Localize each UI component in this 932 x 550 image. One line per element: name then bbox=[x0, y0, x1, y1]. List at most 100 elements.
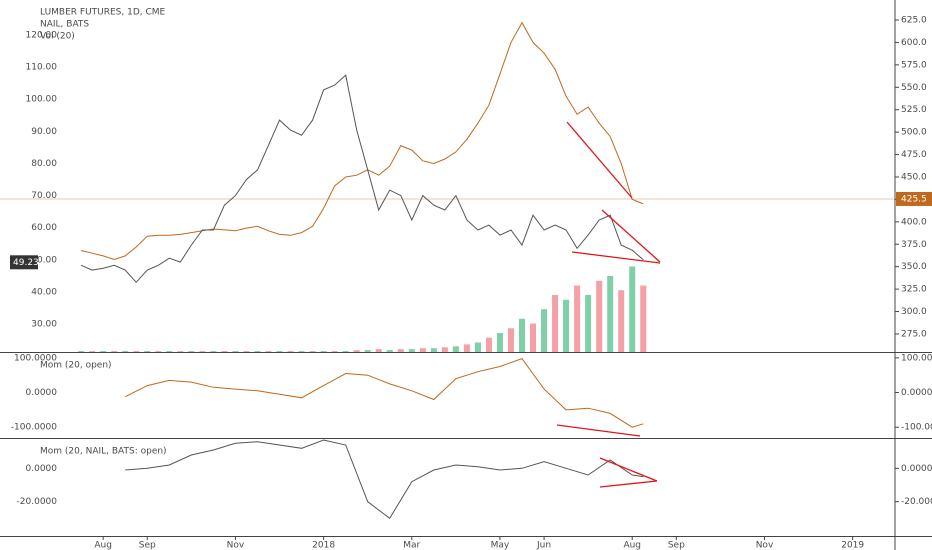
volume-bar bbox=[452, 346, 459, 352]
y-tick-label: 120.00 bbox=[26, 31, 58, 41]
y2-tick-label: 525.0 bbox=[901, 105, 927, 115]
legend-label: Mom (20, open) bbox=[40, 361, 112, 371]
volume-bar bbox=[530, 323, 537, 352]
volume-bar bbox=[155, 351, 162, 352]
volume-bar bbox=[485, 337, 492, 352]
y-tick-label: 60.00 bbox=[31, 223, 57, 233]
y2-tick-label: 475.0 bbox=[901, 150, 927, 160]
volume-bar bbox=[221, 351, 228, 352]
volume-bar bbox=[463, 344, 470, 352]
volume-bar bbox=[254, 351, 261, 352]
y2-tick-label: 275.0 bbox=[901, 329, 927, 339]
y-tick-label: 50.00 bbox=[31, 255, 57, 265]
chart-title: LUMBER FUTURES, 1D, CME bbox=[40, 8, 166, 18]
volume-bar bbox=[111, 351, 118, 352]
x-tick-label: May bbox=[491, 541, 510, 550]
y-tick-label: 40.00 bbox=[31, 287, 57, 297]
volume-bar bbox=[574, 285, 581, 352]
volume-bar bbox=[177, 351, 184, 352]
volume-bar bbox=[618, 290, 625, 352]
series-line bbox=[124, 358, 644, 428]
y-tick-label: 30.00 bbox=[31, 320, 57, 330]
y2-tick-label: 300.0 bbox=[901, 307, 927, 317]
volume-bar bbox=[166, 351, 173, 352]
x-tick-label: 2018 bbox=[312, 541, 335, 550]
volume-bar bbox=[640, 285, 647, 352]
volume-bar bbox=[144, 351, 151, 352]
pane bbox=[0, 21, 895, 352]
y2-tick-label: 600.0 bbox=[901, 38, 927, 48]
x-tick-label: Sep bbox=[668, 541, 685, 550]
volume-bar bbox=[629, 266, 636, 352]
volume-bar bbox=[100, 351, 107, 352]
volume-bar bbox=[419, 348, 426, 352]
volume-bar bbox=[298, 351, 305, 352]
legend-label: Mom (20, NAIL, BATS: open) bbox=[40, 447, 167, 457]
y-tick-label: -20.0000 bbox=[17, 497, 58, 507]
series-line bbox=[80, 21, 644, 261]
volume-bar bbox=[596, 280, 603, 352]
y2-tick-label: 550.0 bbox=[901, 83, 927, 93]
volume-bar bbox=[287, 351, 294, 352]
volume-bar bbox=[188, 351, 195, 352]
last-value-badge bbox=[896, 191, 932, 206]
trendline bbox=[566, 121, 633, 199]
y-tick-label: 110.00 bbox=[26, 63, 58, 73]
volume-bar bbox=[331, 351, 338, 352]
x-tick-label: Nov bbox=[227, 541, 245, 550]
legend-label: Vol (20) bbox=[40, 32, 75, 42]
volume-bar bbox=[265, 351, 272, 352]
y2-tick-label: 400.0 bbox=[901, 217, 927, 227]
x-tick-label: Jun bbox=[536, 541, 551, 550]
series-line bbox=[80, 74, 644, 284]
y-tick-label: 100.00 bbox=[26, 95, 58, 105]
volume-bar bbox=[320, 351, 327, 352]
y-tick-label: 0.0000 bbox=[26, 388, 58, 398]
y-tick-label: 70.00 bbox=[31, 191, 57, 201]
volume-bar bbox=[441, 347, 448, 352]
y2-tick-label: 450.0 bbox=[901, 172, 927, 182]
volume-bar bbox=[386, 350, 393, 352]
trendline bbox=[599, 480, 658, 488]
last-value-label: 49.23 bbox=[13, 258, 39, 268]
last-value-badge bbox=[10, 255, 38, 270]
y-tick-label: 0.0000 bbox=[26, 464, 58, 474]
legend-label: NAIL, BATS bbox=[40, 20, 89, 30]
volume-bar bbox=[585, 295, 592, 352]
y2-tick-label: 500.0 bbox=[901, 128, 927, 138]
y-tick-label: 0.0000 bbox=[901, 388, 932, 398]
y2-tick-label: 325.0 bbox=[901, 285, 927, 295]
volume-bar bbox=[122, 351, 129, 352]
volume-bar bbox=[78, 351, 85, 352]
y-tick-label: -100.0000 bbox=[901, 423, 932, 433]
x-tick-label: Aug bbox=[623, 541, 641, 550]
volume-bar bbox=[496, 333, 503, 352]
y-tick-label: 0.0000 bbox=[901, 464, 932, 474]
volume-bar bbox=[199, 351, 206, 352]
y2-tick-label: 575.0 bbox=[901, 60, 927, 70]
pane bbox=[124, 358, 644, 428]
x-tick-label: Nov bbox=[756, 541, 774, 550]
volume-bar bbox=[243, 351, 250, 352]
y-tick-label: 100.0000 bbox=[901, 353, 932, 363]
volume-bar bbox=[309, 351, 316, 352]
volume-bar bbox=[375, 349, 382, 352]
volume-bar bbox=[552, 295, 559, 352]
volume-bar bbox=[607, 276, 614, 352]
volume-bar bbox=[397, 349, 404, 352]
volume-bar bbox=[133, 351, 140, 352]
y2-tick-label: 350.0 bbox=[901, 262, 927, 272]
series-line bbox=[125, 439, 644, 520]
y2-tick-label: 375.0 bbox=[901, 240, 927, 250]
volume-bar bbox=[430, 348, 437, 352]
y2-tick-label: 625.0 bbox=[901, 16, 927, 26]
volume-bar bbox=[232, 351, 239, 352]
volume-bar bbox=[541, 309, 548, 352]
x-tick-label: 2019 bbox=[841, 541, 864, 550]
volume-bar bbox=[342, 351, 349, 352]
volume-bar bbox=[89, 351, 96, 352]
trendline bbox=[601, 209, 661, 263]
volume-bar bbox=[276, 351, 283, 352]
volume-bar bbox=[364, 350, 371, 352]
